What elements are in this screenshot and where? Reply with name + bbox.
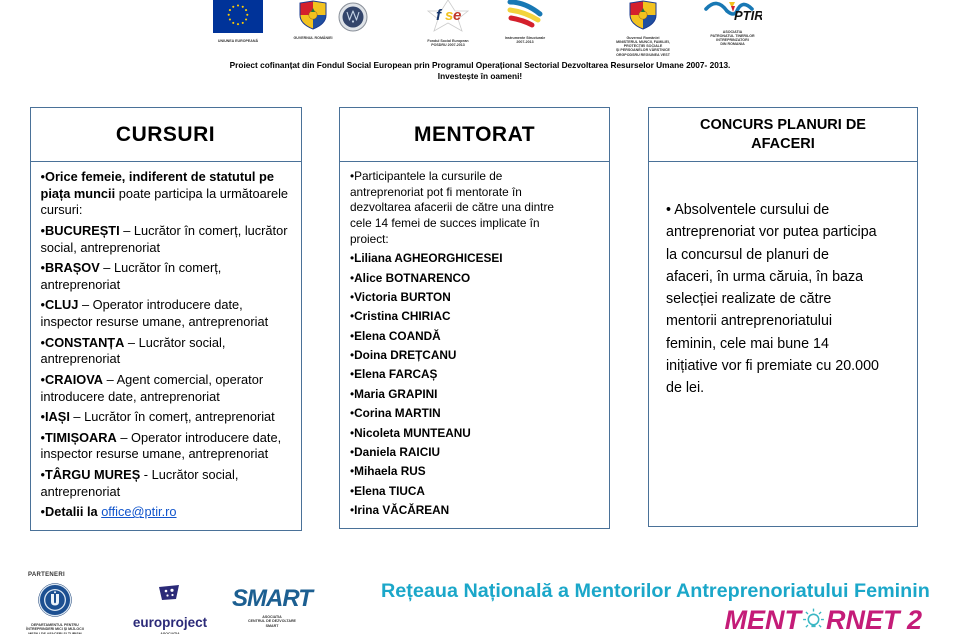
svg-text:e: e <box>453 7 461 24</box>
svg-text:PTIR: PTIR <box>734 8 762 23</box>
